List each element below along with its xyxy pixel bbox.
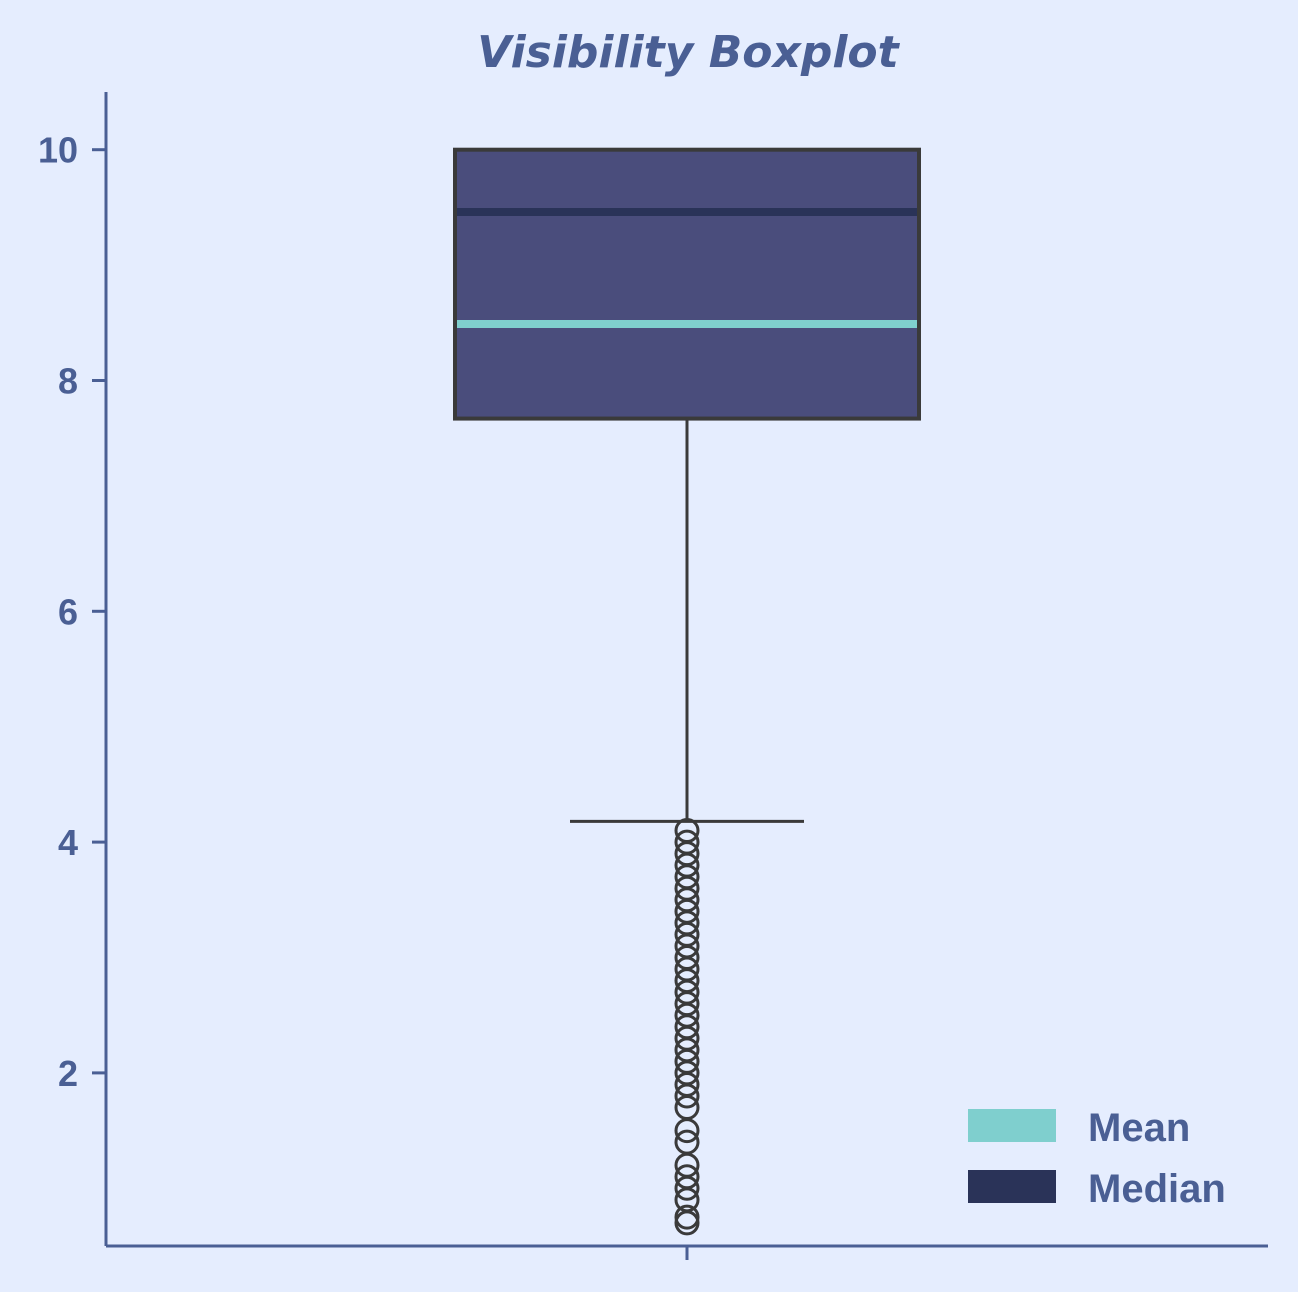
- y-tick-label: 4: [58, 822, 78, 863]
- outlier-point: [674, 1175, 700, 1201]
- plot-area: [453, 147, 921, 1236]
- outlier-point: [674, 1210, 700, 1236]
- outlier-point: [674, 1083, 700, 1109]
- axes: 2 4 6 8 10: [38, 92, 1268, 1260]
- outlier-point: [674, 1118, 700, 1144]
- legend-swatch-mean: [968, 1109, 1056, 1142]
- chart-title: Visibility Boxplot: [477, 27, 900, 78]
- y-tick-label: 10: [38, 130, 78, 171]
- y-tick-label: 6: [58, 591, 78, 632]
- legend-label-median: Median: [1088, 1167, 1226, 1211]
- legend-swatch-median: [968, 1170, 1056, 1203]
- legend: Mean Median: [968, 1106, 1226, 1211]
- y-tick-label: 2: [58, 1053, 78, 1094]
- legend-label-mean: Mean: [1088, 1106, 1190, 1150]
- iqr-box: [453, 147, 921, 421]
- y-tick-label: 8: [58, 361, 78, 402]
